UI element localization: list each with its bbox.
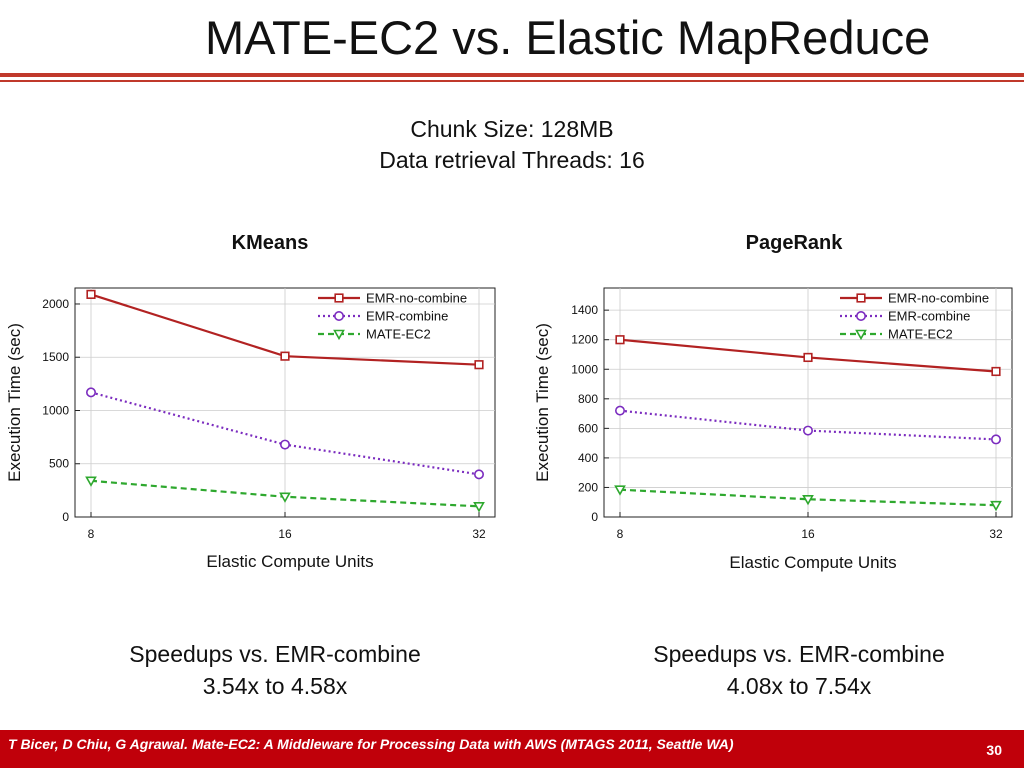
legend-label-mate-ec2: MATE-EC2: [366, 327, 431, 342]
x-tick-label: 32: [989, 527, 1003, 541]
data-point-mate-ec2: [85, 476, 97, 487]
series-emr-combine: [615, 405, 1001, 445]
data-point-emr-combine: [802, 425, 813, 436]
title-rule-thick: [0, 73, 1024, 77]
citation-text: T Bicer, D Chiu, G Agrawal. Mate-EC2: A …: [8, 736, 734, 752]
legend-label-emr-no-combine: EMR-no-combine: [888, 291, 989, 306]
pagerank-speedup-title: Speedups vs. EMR-combine: [653, 641, 945, 667]
series-emr-no-combine: [86, 289, 484, 370]
x-axis-label: Elastic Compute Units: [206, 552, 373, 571]
y-tick-label: 500: [49, 457, 69, 471]
x-tick-label: 16: [801, 527, 815, 541]
x-tick-label: 16: [278, 527, 292, 541]
data-point-emr-no-combine: [991, 366, 1001, 377]
legend-marker-mate-ec2: [333, 329, 345, 341]
data-point-mate-ec2: [614, 485, 626, 496]
legend: EMR-no-combine EMR-combine MATE-EC2: [318, 291, 467, 342]
data-point-emr-no-combine: [86, 289, 96, 299]
y-tick-label: 1000: [571, 362, 598, 376]
y-tick-label: 1500: [42, 350, 69, 364]
series-emr-combine: [86, 387, 484, 480]
data-point-emr-no-combine: [280, 351, 290, 361]
legend-label-emr-no-combine: EMR-no-combine: [366, 291, 467, 306]
threads-text: Data retrieval Threads: 16: [379, 147, 645, 173]
series-line-mate-ec2: [619, 488, 997, 507]
pagerank-chart: 0 200 400 600 800 1000 1200 1400 8 16 32 Elastic Co…: [533, 287, 1013, 572]
data-point-emr-no-combine: [474, 360, 484, 370]
x-axis-label: Elastic Compute Units: [729, 553, 896, 572]
legend-marker-emr-no-combine: [856, 293, 866, 303]
y-tick-label: 1400: [571, 303, 598, 317]
legend-marker-emr-combine: [333, 310, 344, 321]
slide-title: MATE-EC2 vs. Elastic MapReduce: [205, 11, 931, 64]
legend: EMR-no-combine EMR-combine MATE-EC2: [840, 291, 989, 342]
title-rule-thin: [0, 80, 1024, 82]
series-emr-no-combine: [615, 335, 1001, 377]
data-point-emr-combine: [990, 434, 1001, 445]
x-tick-label: 32: [472, 527, 486, 541]
y-axis-label: Execution Time (sec): [533, 323, 552, 482]
y-tick-label: 0: [62, 510, 69, 524]
y-tick-label: 200: [578, 480, 598, 494]
series-mate-ec2: [85, 476, 485, 513]
kmeans-speedup-value: 3.54x to 4.58x: [202, 673, 348, 699]
x-tick-label: 8: [617, 527, 624, 541]
y-tick-label: 400: [578, 451, 598, 465]
page-number: 30: [986, 742, 1002, 758]
chunk-size-text: Chunk Size: 128MB: [410, 116, 614, 142]
y-tick-label: 600: [578, 421, 598, 435]
y-tick-label: 1000: [42, 403, 69, 417]
pagerank-speedup-value: 4.08x to 7.54x: [726, 673, 872, 699]
data-point-mate-ec2: [279, 492, 291, 503]
data-point-emr-no-combine: [615, 335, 625, 345]
data-point-mate-ec2: [473, 502, 485, 513]
legend-marker-mate-ec2: [855, 329, 867, 341]
legend-label-emr-combine: EMR-combine: [888, 309, 970, 324]
kmeans-chart-title: KMeans: [231, 232, 309, 254]
data-point-emr-no-combine: [803, 352, 813, 363]
legend-label-mate-ec2: MATE-EC2: [888, 327, 953, 342]
data-point-mate-ec2: [990, 500, 1002, 512]
legend-label-emr-combine: EMR-combine: [366, 309, 448, 324]
pagerank-chart-title: PageRank: [745, 232, 843, 254]
y-tick-label: 0: [591, 510, 598, 524]
y-tick-label: 2000: [42, 297, 69, 311]
kmeans-speedup-title: Speedups vs. EMR-combine: [129, 641, 421, 667]
x-tick-label: 8: [88, 527, 95, 541]
y-tick-label: 800: [578, 392, 598, 406]
footer-bar: T Bicer, D Chiu, G Agrawal. Mate-EC2: A …: [0, 730, 1024, 768]
series-mate-ec2: [614, 485, 1002, 512]
y-axis-label: Execution Time (sec): [5, 323, 24, 482]
data-point-emr-combine: [86, 387, 97, 398]
data-point-mate-ec2: [802, 494, 814, 506]
data-point-emr-combine: [473, 469, 484, 480]
y-tick-label: 1200: [571, 333, 598, 347]
legend-marker-emr-combine: [855, 310, 866, 321]
legend-marker-emr-no-combine: [334, 293, 344, 303]
data-point-emr-combine: [615, 405, 626, 416]
kmeans-chart: 0 500 1000 1500 2000 8 16 32 Elastic Compute Uni…: [5, 287, 496, 571]
data-point-emr-combine: [279, 439, 290, 450]
